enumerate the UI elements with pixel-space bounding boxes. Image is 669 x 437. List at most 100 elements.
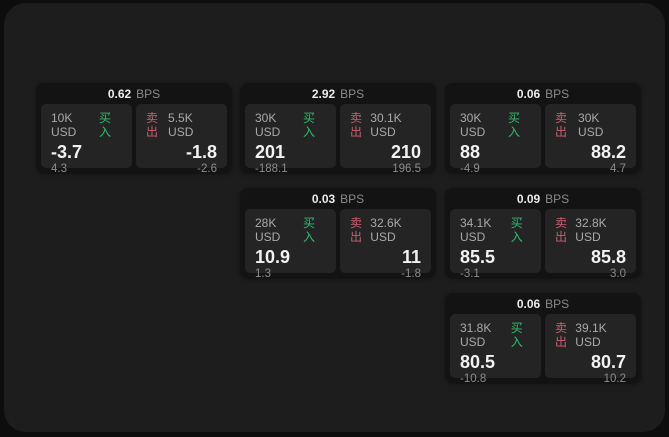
sell-quote-tile[interactable]: 卖出 32.6K USD 11 -1.8 bbox=[340, 209, 431, 280]
sell-side-label: 卖出 bbox=[350, 216, 363, 244]
bps-label: BPS bbox=[545, 191, 570, 206]
spread-value: 0.62 bbox=[107, 86, 132, 101]
buy-delta: -10.8 bbox=[460, 373, 487, 385]
buy-amount: 30K USD bbox=[460, 111, 486, 139]
buy-price: 88 bbox=[460, 142, 481, 162]
sell-quote-tile[interactable]: 卖出 30K USD 88.2 4.7 bbox=[545, 104, 636, 175]
sell-amount: 39.1K USD bbox=[575, 321, 607, 349]
buy-tile-top: 28K USD 买入 bbox=[255, 216, 326, 244]
spread-value: 0.06 bbox=[516, 86, 541, 101]
sell-quote-tile[interactable]: 卖出 30.1K USD 210 196.5 bbox=[340, 104, 431, 175]
buy-tile-top: 10K USD 买入 bbox=[51, 111, 122, 139]
sell-delta: 4.7 bbox=[610, 163, 626, 175]
sell-tile-top: 卖出 30K USD bbox=[555, 111, 626, 139]
buy-amount: 31.8K USD bbox=[460, 321, 492, 349]
bps-label: BPS bbox=[136, 86, 161, 101]
sell-tile-top: 卖出 30.1K USD bbox=[350, 111, 421, 139]
buy-tile-top: 34.1K USD 买入 bbox=[460, 216, 531, 244]
spread-header: 0.62 BPS bbox=[41, 83, 227, 104]
quote-tiles: 30K USD 买入 201 -188.1 卖出 30.1K USD 210 1… bbox=[245, 104, 431, 175]
quote-card: 0.06 BPS 30K USD 买入 88 -4.9 卖出 30K USD 8… bbox=[445, 83, 641, 175]
buy-tile-top: 30K USD 买入 bbox=[460, 111, 531, 139]
sell-tile-top: 卖出 5.5K USD bbox=[146, 111, 217, 139]
bps-label: BPS bbox=[340, 86, 365, 101]
sell-side-label: 卖出 bbox=[555, 111, 568, 139]
sell-tile-top: 卖出 39.1K USD bbox=[555, 321, 626, 349]
buy-quote-tile[interactable]: 10K USD 买入 -3.7 4.3 bbox=[41, 104, 132, 175]
buy-price: 201 bbox=[255, 142, 286, 162]
spread-value: 0.03 bbox=[311, 191, 336, 206]
sell-amount: 32.8K USD bbox=[575, 216, 607, 244]
main-panel: 0.62 BPS 10K USD 买入 -3.7 4.3 卖出 5.5K USD… bbox=[4, 3, 665, 432]
sell-price: 210 bbox=[390, 142, 421, 162]
sell-side-label: 卖出 bbox=[555, 216, 568, 244]
buy-tile-top: 31.8K USD 买入 bbox=[460, 321, 531, 349]
bps-label: BPS bbox=[545, 296, 570, 311]
buy-tile-top: 30K USD 买入 bbox=[255, 111, 326, 139]
quote-tiles: 10K USD 买入 -3.7 4.3 卖出 5.5K USD -1.8 -2.… bbox=[41, 104, 227, 175]
sell-delta: -1.8 bbox=[401, 268, 421, 280]
buy-price: 80.5 bbox=[460, 352, 496, 372]
sell-delta: 196.5 bbox=[392, 163, 421, 175]
buy-delta: -3.1 bbox=[460, 268, 480, 280]
spread-header: 0.09 BPS bbox=[450, 188, 636, 209]
quote-tiles: 31.8K USD 买入 80.5 -10.8 卖出 39.1K USD 80.… bbox=[450, 314, 636, 385]
sell-side-label: 卖出 bbox=[350, 111, 363, 139]
sell-price: 11 bbox=[401, 247, 421, 267]
spread-value: 0.09 bbox=[516, 191, 541, 206]
buy-delta: 4.3 bbox=[51, 163, 67, 175]
spread-value: 0.06 bbox=[516, 296, 541, 311]
quote-tiles: 28K USD 买入 10.9 1.3 卖出 32.6K USD 11 -1.8 bbox=[245, 209, 431, 280]
buy-price: 85.5 bbox=[460, 247, 496, 267]
sell-tile-top: 卖出 32.6K USD bbox=[350, 216, 421, 244]
buy-side-label: 买入 bbox=[510, 321, 523, 349]
buy-side-label: 买入 bbox=[507, 111, 520, 139]
quote-card: 0.06 BPS 31.8K USD 买入 80.5 -10.8 卖出 39.1… bbox=[445, 293, 641, 385]
sell-amount: 32.6K USD bbox=[370, 216, 402, 244]
spread-header: 0.03 BPS bbox=[245, 188, 431, 209]
sell-side-label: 卖出 bbox=[146, 111, 159, 139]
sell-amount: 30.1K USD bbox=[370, 111, 402, 139]
sell-price: 85.8 bbox=[590, 247, 626, 267]
quote-tiles: 30K USD 买入 88 -4.9 卖出 30K USD 88.2 4.7 bbox=[450, 104, 636, 175]
spread-header: 0.06 BPS bbox=[450, 293, 636, 314]
spread-value: 2.92 bbox=[311, 86, 336, 101]
buy-side-label: 买入 bbox=[302, 216, 315, 244]
buy-quote-tile[interactable]: 30K USD 买入 88 -4.9 bbox=[450, 104, 541, 175]
buy-quote-tile[interactable]: 31.8K USD 买入 80.5 -10.8 bbox=[450, 314, 541, 385]
bps-label: BPS bbox=[545, 86, 570, 101]
spread-header: 2.92 BPS bbox=[245, 83, 431, 104]
buy-price: -3.7 bbox=[51, 142, 83, 162]
sell-price: -1.8 bbox=[185, 142, 217, 162]
quote-card: 2.92 BPS 30K USD 买入 201 -188.1 卖出 30.1K … bbox=[240, 83, 436, 175]
quote-card: 0.09 BPS 34.1K USD 买入 85.5 -3.1 卖出 32.8K… bbox=[445, 188, 641, 280]
sell-delta: 3.0 bbox=[610, 268, 626, 280]
sell-side-label: 卖出 bbox=[555, 321, 568, 349]
sell-quote-tile[interactable]: 卖出 32.8K USD 85.8 3.0 bbox=[545, 209, 636, 280]
sell-price: 80.7 bbox=[590, 352, 626, 372]
sell-quote-tile[interactable]: 卖出 39.1K USD 80.7 10.2 bbox=[545, 314, 636, 385]
buy-side-label: 买入 bbox=[98, 111, 111, 139]
buy-amount: 34.1K USD bbox=[460, 216, 492, 244]
sell-amount: 30K USD bbox=[578, 111, 604, 139]
buy-side-label: 买入 bbox=[510, 216, 523, 244]
buy-price: 10.9 bbox=[255, 247, 291, 267]
buy-amount: 10K USD bbox=[51, 111, 77, 139]
sell-tile-top: 卖出 32.8K USD bbox=[555, 216, 626, 244]
sell-amount: 5.5K USD bbox=[168, 111, 194, 139]
sell-price: 88.2 bbox=[590, 142, 626, 162]
bps-label: BPS bbox=[340, 191, 365, 206]
buy-quote-tile[interactable]: 28K USD 买入 10.9 1.3 bbox=[245, 209, 336, 280]
buy-delta: 1.3 bbox=[255, 268, 271, 280]
buy-quote-tile[interactable]: 30K USD 买入 201 -188.1 bbox=[245, 104, 336, 175]
quote-card: 0.62 BPS 10K USD 买入 -3.7 4.3 卖出 5.5K USD… bbox=[36, 83, 232, 175]
quote-tiles: 34.1K USD 买入 85.5 -3.1 卖出 32.8K USD 85.8… bbox=[450, 209, 636, 280]
buy-delta: -4.9 bbox=[460, 163, 480, 175]
sell-delta: 10.2 bbox=[603, 373, 626, 385]
buy-amount: 28K USD bbox=[255, 216, 281, 244]
buy-quote-tile[interactable]: 34.1K USD 买入 85.5 -3.1 bbox=[450, 209, 541, 280]
sell-quote-tile[interactable]: 卖出 5.5K USD -1.8 -2.6 bbox=[136, 104, 227, 175]
buy-delta: -188.1 bbox=[255, 163, 288, 175]
buy-amount: 30K USD bbox=[255, 111, 281, 139]
quote-card: 0.03 BPS 28K USD 买入 10.9 1.3 卖出 32.6K US… bbox=[240, 188, 436, 280]
